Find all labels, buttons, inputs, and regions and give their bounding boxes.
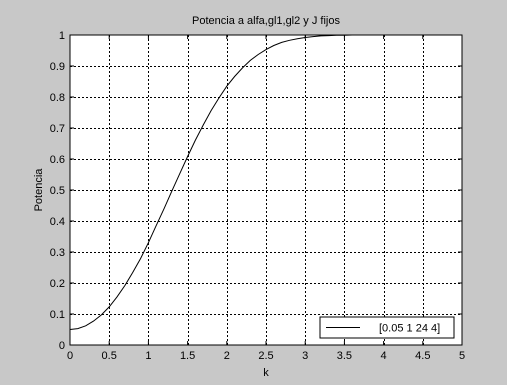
x-tick-label: 3 bbox=[302, 350, 308, 362]
y-axis-label: Potencia bbox=[33, 168, 45, 212]
y-tick-label: 0.2 bbox=[50, 278, 65, 290]
y-tick-label: 0.7 bbox=[50, 123, 65, 135]
y-tick-label: 0.1 bbox=[50, 309, 65, 321]
legend-entry-label: [0.05 1 24 4] bbox=[379, 323, 440, 335]
chart-title: Potencia a alfa,gl1,gl2 y J fijos bbox=[192, 15, 340, 27]
axis-ticks: 0 0.5 1 1.5 2 2.5 3 3.5 4 4.5 5 0 0.1 0.2 0.3 0.4 0.5 0.6… bbox=[50, 30, 465, 362]
x-axis-label: k bbox=[263, 367, 269, 379]
y-tick-label: 0.3 bbox=[50, 247, 65, 259]
x-tick-label: 2.5 bbox=[258, 350, 273, 362]
x-tick-label: 5 bbox=[459, 350, 465, 362]
grid-lines bbox=[70, 35, 462, 345]
y-tick-label: 0.5 bbox=[50, 185, 65, 197]
y-tick-label: 0.4 bbox=[50, 216, 65, 228]
x-tick-label: 4.5 bbox=[415, 350, 430, 362]
legend: [0.05 1 24 4] bbox=[319, 316, 455, 339]
x-tick-label: 4 bbox=[381, 350, 387, 362]
y-tick-label: 0.9 bbox=[50, 61, 65, 73]
y-tick-label: 1 bbox=[59, 30, 65, 42]
x-tick-label: 1.5 bbox=[180, 350, 195, 362]
x-tick-label: 0.5 bbox=[102, 350, 117, 362]
y-tick-label: 0 bbox=[59, 340, 65, 352]
x-tick-label: 2 bbox=[224, 350, 230, 362]
series-line-0 bbox=[69, 34, 361, 330]
x-tick-label: 1 bbox=[145, 350, 151, 362]
x-tick-label: 3.5 bbox=[337, 350, 352, 362]
legend-box bbox=[319, 316, 455, 339]
series-layer bbox=[69, 34, 361, 330]
y-tick-label: 0.8 bbox=[50, 92, 65, 104]
x-tick-label: 0 bbox=[67, 350, 73, 362]
y-tick-label: 0.6 bbox=[50, 154, 65, 166]
